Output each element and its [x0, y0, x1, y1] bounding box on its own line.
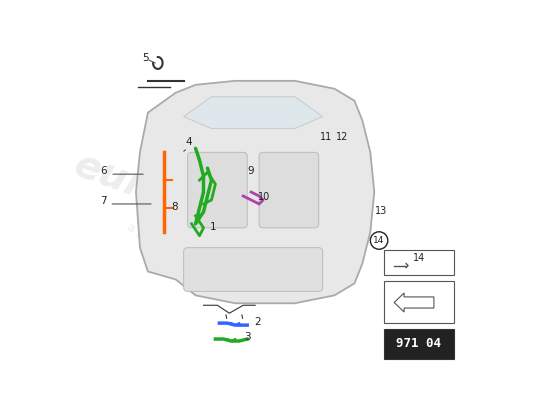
Text: 971 04: 971 04 [397, 337, 441, 350]
Text: 14: 14 [412, 252, 425, 262]
Text: 4: 4 [185, 137, 192, 147]
Text: 8: 8 [172, 202, 178, 212]
Text: 3: 3 [244, 332, 250, 342]
Text: 11: 11 [320, 132, 332, 142]
Text: 6: 6 [100, 166, 107, 176]
FancyBboxPatch shape [188, 152, 247, 228]
FancyBboxPatch shape [384, 250, 454, 276]
Text: 14: 14 [373, 236, 385, 245]
Text: 12: 12 [337, 132, 349, 142]
FancyBboxPatch shape [259, 152, 318, 228]
Polygon shape [136, 81, 375, 303]
Text: a passion for parts since 1985: a passion for parts since 1985 [124, 221, 306, 298]
Text: 10: 10 [258, 192, 271, 202]
FancyBboxPatch shape [184, 248, 323, 291]
Text: 9: 9 [248, 166, 255, 176]
Text: euroParts: euroParts [69, 146, 282, 254]
Text: 7: 7 [100, 196, 107, 206]
Text: 2: 2 [254, 317, 261, 327]
FancyBboxPatch shape [384, 329, 454, 359]
FancyArrow shape [394, 293, 434, 312]
Text: 1: 1 [210, 222, 217, 232]
Polygon shape [184, 97, 323, 128]
Polygon shape [188, 256, 323, 287]
FancyBboxPatch shape [384, 282, 454, 323]
Text: 13: 13 [375, 206, 388, 216]
Text: 5: 5 [142, 53, 149, 63]
